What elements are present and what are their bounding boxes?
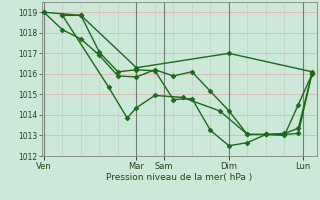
X-axis label: Pression niveau de la mer( hPa ): Pression niveau de la mer( hPa ) <box>106 173 252 182</box>
